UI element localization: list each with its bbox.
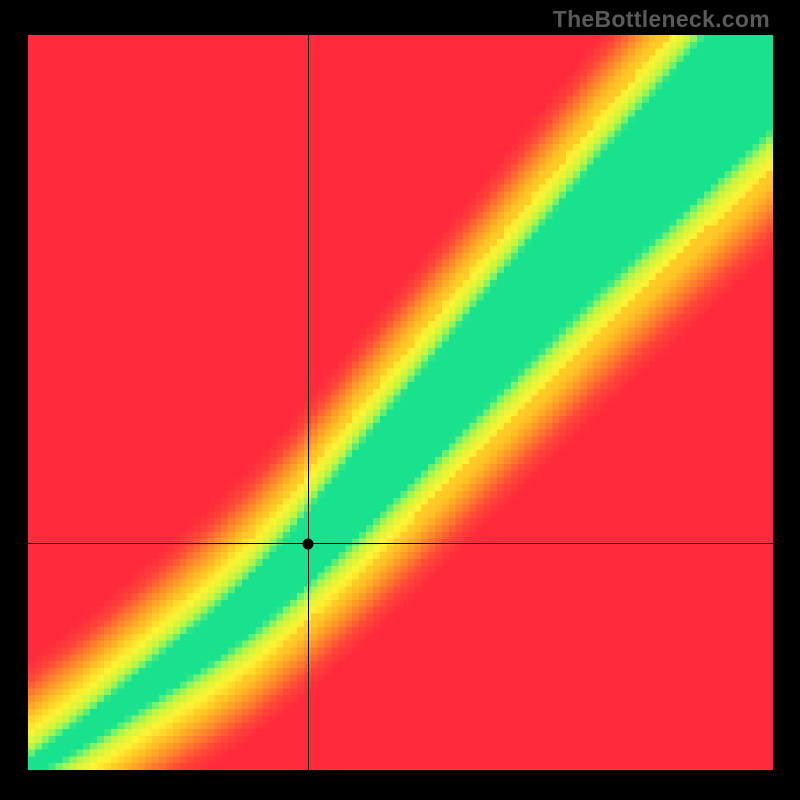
watermark-text: TheBottleneck.com <box>553 6 770 33</box>
crosshair-marker <box>303 538 314 549</box>
heatmap-canvas <box>28 35 773 770</box>
chart-container: TheBottleneck.com <box>0 0 800 800</box>
crosshair-vertical <box>308 35 309 770</box>
crosshair-horizontal <box>28 543 773 544</box>
